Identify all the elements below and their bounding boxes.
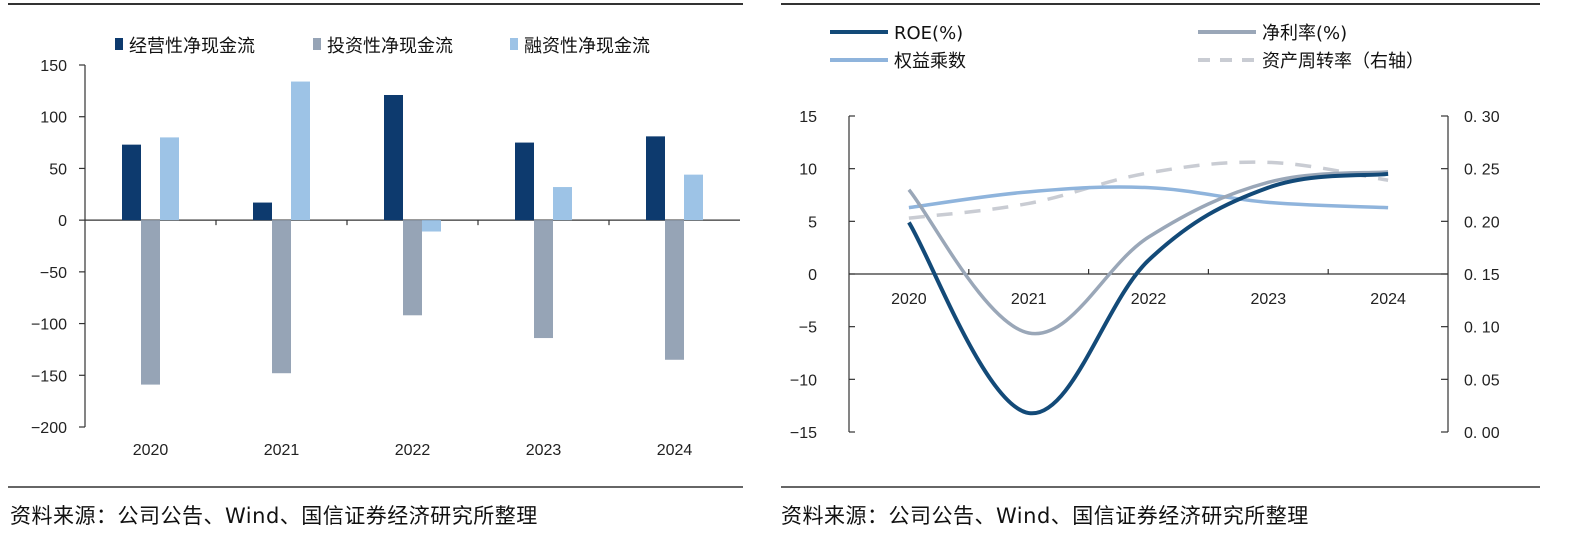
x-tick-label: 2020 (133, 442, 169, 459)
y-tick-label: 100 (40, 110, 67, 127)
left-y-tick-label: −5 (799, 320, 817, 337)
right-y-tick-label: 0. 25 (1464, 162, 1500, 179)
x-tick-label: 2021 (1011, 291, 1047, 308)
right-y-tick-label: 0. 00 (1464, 425, 1500, 442)
left-source-note: 资料来源：公司公告、Wind、国信证券经济研究所整理 (10, 504, 538, 528)
x-tick-label: 2023 (526, 442, 562, 459)
legend-marker (510, 38, 518, 50)
bar-investing (141, 220, 160, 385)
left-y-tick-label: 5 (808, 214, 817, 231)
legend-label: 资产周转率（右轴） (1262, 51, 1424, 72)
y-tick-label: −50 (40, 265, 67, 282)
bar-financing (422, 220, 441, 232)
bar-operating (253, 202, 272, 221)
bar-financing (291, 81, 310, 221)
right-y-tick-label: 0. 20 (1464, 214, 1500, 231)
cash-flow-bar-chart: 150 100 50 0 −50 −100 −150 −200 2020 2021 2022 2023… (31, 36, 740, 459)
bar-investing (534, 220, 553, 339)
legend-marker (313, 38, 321, 50)
y-tick-label: −150 (31, 368, 67, 385)
bar-financing (160, 137, 179, 221)
bar-investing (272, 220, 291, 374)
left-y-tick-label: 15 (799, 109, 817, 126)
dupont-line-chart: 15 10 5 0 −5 −10 −15 0. 30 0. 25 0. 20 0. 15 0. 10 0… (790, 23, 1500, 442)
bar-operating (646, 136, 665, 221)
x-tick-label: 2021 (264, 442, 300, 459)
y-tick-label: 150 (40, 58, 67, 75)
bar-investing (665, 220, 684, 360)
bar-operating (515, 142, 534, 221)
x-tick-label: 2020 (891, 291, 927, 308)
line-roe (907, 171, 1389, 416)
y-tick-label: 0 (58, 213, 67, 230)
bar-investing (403, 220, 422, 316)
x-tick-label: 2022 (1131, 291, 1167, 308)
x-tick-label: 2023 (1251, 291, 1287, 308)
x-tick-label: 2024 (1370, 291, 1406, 308)
x-tick-label: 2022 (395, 442, 431, 459)
right-y-tick-label: 0. 05 (1464, 372, 1500, 389)
legend-label: 权益乘数 (894, 51, 966, 72)
bar-financing (553, 187, 572, 221)
line-net-margin (907, 170, 1389, 336)
left-y-tick-label: 10 (799, 162, 817, 179)
right-y-tick-label: 0. 15 (1464, 267, 1500, 284)
right-source-note: 资料来源：公司公告、Wind、国信证券经济研究所整理 (781, 504, 1309, 528)
legend-label: 融资性净现金流 (524, 36, 650, 57)
right-y-tick-label: 0. 30 (1464, 109, 1500, 126)
left-y-tick-label: −15 (790, 425, 817, 442)
right-y-tick-label: 0. 10 (1464, 320, 1500, 337)
legend-label: 投资性净现金流 (327, 36, 453, 57)
bar-operating (384, 94, 403, 221)
legend-marker (115, 38, 123, 50)
y-tick-label: 50 (49, 161, 67, 178)
left-y-tick-label: 0 (808, 267, 817, 284)
y-tick-label: −200 (31, 420, 67, 437)
y-tick-label: −100 (31, 317, 67, 334)
line-equity-multiplier (908, 185, 1389, 210)
x-tick-label: 2024 (657, 442, 693, 459)
bar-operating (122, 144, 141, 221)
legend-label: 经营性净现金流 (129, 36, 255, 57)
legend-label: 净利率(%) (1262, 23, 1347, 44)
left-y-tick-label: −10 (790, 372, 817, 389)
bar-financing (684, 174, 703, 221)
line-asset-turnover (908, 160, 1389, 220)
legend-label: ROE(%) (894, 23, 963, 44)
